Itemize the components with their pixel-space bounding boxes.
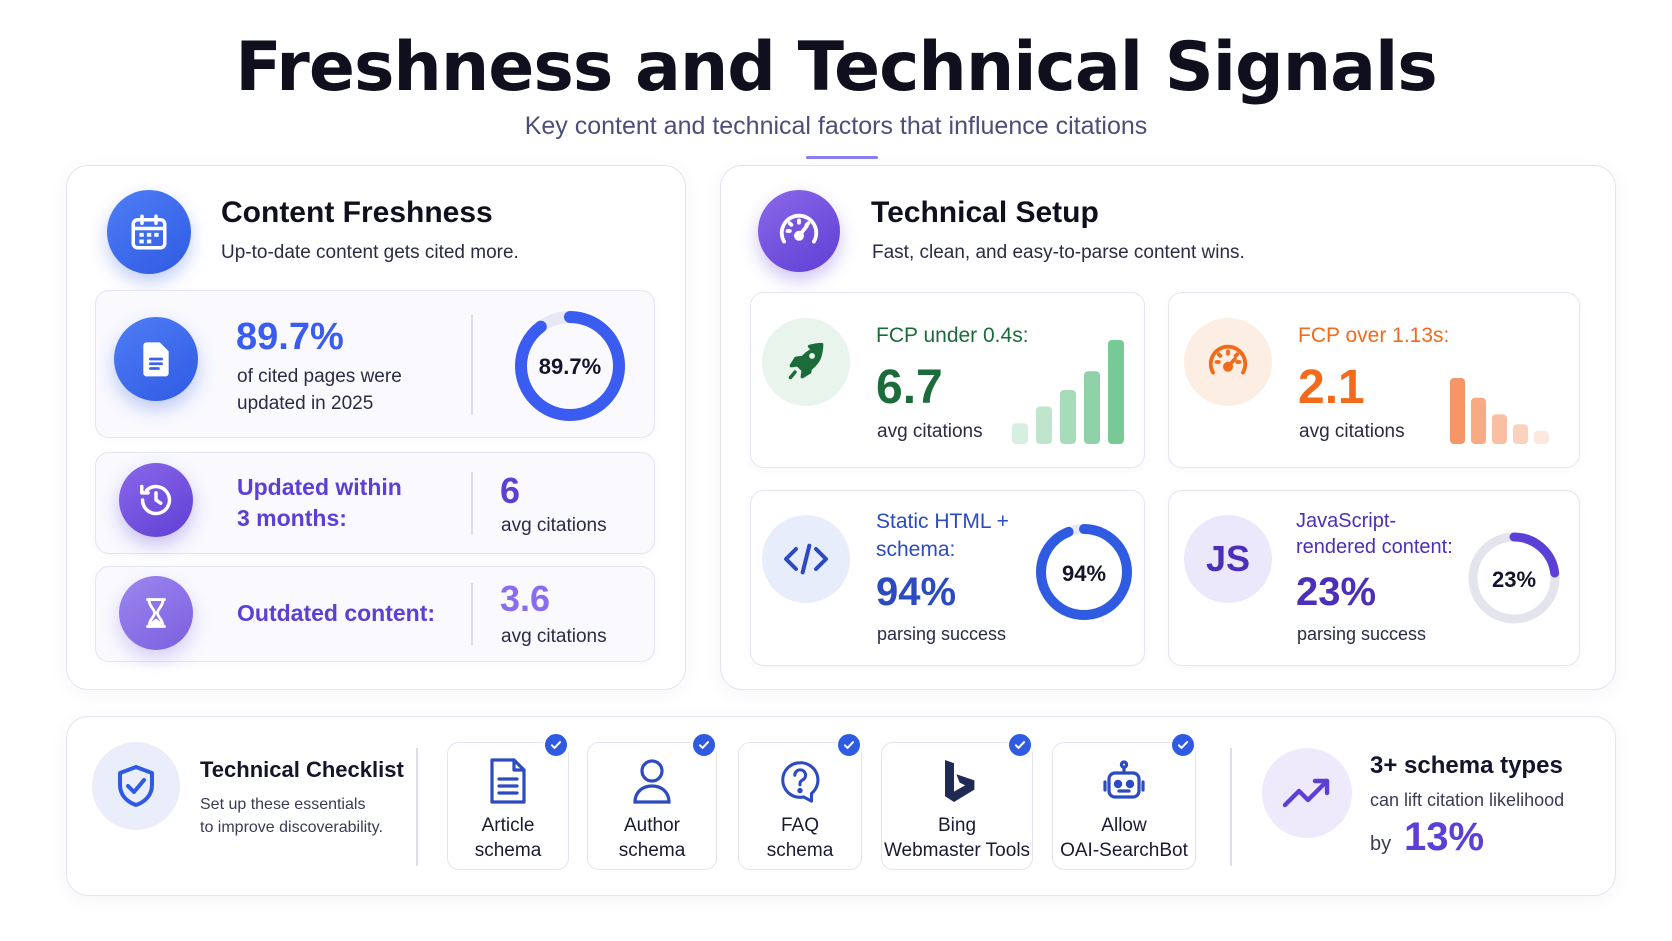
js-rendered-value: 23%: [1296, 570, 1377, 614]
history-icon: [119, 463, 193, 537]
checklist-item-faq-schema: FAQ schema: [738, 732, 862, 870]
checklist-item-bing-webmaster-tools: Bing Webmaster Tools: [881, 732, 1033, 870]
updated-3-months-unit: avg citations: [501, 515, 607, 536]
fcp-fast-bar-1: [1012, 423, 1028, 444]
author-icon: [633, 759, 671, 804]
checklist-item-allow-oai-searchbot: Allow OAI-SearchBot: [1052, 732, 1196, 870]
check-badge-icon: [836, 732, 862, 758]
outdated-content-value: 3.6: [500, 578, 551, 619]
fcp-slow-value: 2.1: [1298, 361, 1365, 414]
checklist-desc-line2: to improve discoverability.: [200, 819, 383, 836]
fcp-slow-bar-chart: [1450, 378, 1549, 444]
fcp-fast-bar-3: [1060, 389, 1076, 444]
schema-stat-value: 13%: [1404, 815, 1485, 859]
calendar-icon: [107, 190, 191, 274]
static-html-label-line2: schema:: [876, 538, 956, 561]
fcp-slow-label: FCP over 1.13s:: [1298, 324, 1450, 347]
static-html-value: 94%: [876, 570, 957, 614]
check-badge-icon: [1170, 732, 1196, 758]
card-divider: [471, 472, 473, 534]
faq-icon: [781, 761, 820, 803]
updated-3-months-value: 6: [500, 470, 521, 511]
schema-stat-title: 3+ schema types: [1370, 752, 1563, 779]
updated-3-months-label-line1: Updated within: [237, 474, 402, 500]
fcp-slow-bar-4: [1513, 424, 1528, 444]
checklist-item-line2: Webmaster Tools: [883, 840, 1031, 861]
static-html-ring-label: 94%: [1061, 561, 1107, 586]
fcp-slow-bar-1: [1450, 378, 1465, 444]
hourglass-icon: [119, 576, 193, 650]
page-title: Freshness and Technical Signals: [235, 28, 1438, 107]
checklist-item-article-schema: Article schema: [447, 732, 569, 870]
rocket-icon: [762, 318, 850, 406]
checklist-item-author-schema: Author schema: [587, 732, 717, 870]
content-freshness-title: Content Freshness: [221, 196, 493, 229]
content-freshness-subtitle: Up-to-date content gets cited more.: [221, 242, 519, 263]
fcp-fast-bar-2: [1036, 406, 1052, 444]
fcp-fast-unit: avg citations: [877, 421, 983, 442]
checklist-desc-line1: Set up these essentials: [200, 796, 366, 813]
checklist-item-line2: OAI-SearchBot: [1060, 840, 1188, 861]
technical-setup-subtitle: Fast, clean, and easy-to-parse content w…: [872, 242, 1245, 263]
fcp-slow-bar-3: [1492, 414, 1507, 444]
shield-check-icon: [92, 742, 180, 830]
js-icon: JS: [1184, 515, 1272, 603]
checklist-divider: [1230, 748, 1232, 866]
fcp-fast-bar-5: [1108, 340, 1124, 444]
js-rendered-label-line2: rendered content:: [1296, 536, 1453, 558]
schema-stat-prefix: by: [1370, 833, 1392, 855]
article-icon: [490, 758, 526, 804]
check-badge-icon: [691, 732, 717, 758]
fcp-fast-label: FCP under 0.4s:: [876, 324, 1029, 347]
js-rendered-ring-label: 23%: [1491, 567, 1537, 592]
updated-2025-ring-label: 89.7%: [538, 354, 602, 379]
js-rendered-unit: parsing success: [1297, 624, 1427, 644]
checklist-item-line2: schema: [766, 840, 834, 861]
fcp-slow-bar-5: [1534, 430, 1549, 444]
static-html-label-line1: Static HTML +: [876, 510, 1009, 533]
checklist-divider: [416, 748, 418, 866]
static-html-ring: [1036, 524, 1132, 620]
js-rendered-label-line1: JavaScript-: [1296, 510, 1397, 532]
updated-3-months-label-line2: 3 months:: [237, 505, 347, 531]
updated-2025-value: 89.7%: [236, 316, 344, 358]
outdated-content-unit: avg citations: [501, 626, 607, 647]
checklist-item-line1: Allow: [1101, 815, 1147, 836]
updated-2025-text-line2: updated in 2025: [237, 393, 374, 414]
trend-up-icon: [1262, 748, 1352, 838]
updated-2025-ring: [515, 311, 625, 421]
outdated-content-label: Outdated content:: [237, 600, 436, 626]
speedometer-icon: [758, 190, 840, 272]
schema-stat-line1: can lift citation likelihood: [1370, 790, 1565, 810]
check-badge-icon: [1007, 732, 1033, 758]
page-subtitle: Key content and technical factors that i…: [524, 112, 1148, 140]
js-rendered-ring: [1468, 532, 1560, 624]
gauge-icon: [1184, 318, 1272, 406]
title-divider: [806, 156, 878, 159]
js-icon-text: JS: [1205, 538, 1251, 579]
static-html-unit: parsing success: [877, 624, 1007, 644]
robot-icon: [1103, 760, 1145, 799]
technical-setup-title: Technical Setup: [871, 196, 1099, 229]
card-divider: [471, 583, 473, 645]
fcp-slow-bar-2: [1471, 397, 1486, 444]
fcp-fast-value: 6.7: [876, 361, 943, 414]
updated-2025-text-line1: of cited pages were: [237, 366, 402, 387]
fcp-slow-unit: avg citations: [1299, 421, 1405, 442]
card-divider: [471, 315, 473, 415]
checklist-item-line1: Article: [481, 815, 535, 836]
checklist-title: Technical Checklist: [200, 757, 404, 782]
checklist-item-line2: schema: [474, 840, 542, 861]
checklist-item-line1: Author: [624, 815, 680, 836]
fcp-fast-bar-chart: [1012, 340, 1124, 444]
checklist-item-line1: FAQ: [780, 815, 819, 836]
code-icon: [762, 515, 850, 603]
check-badge-icon: [543, 732, 569, 758]
fcp-fast-bar-4: [1084, 371, 1100, 444]
document-icon: [114, 317, 198, 401]
checklist-item-line2: schema: [618, 840, 686, 861]
checklist-item-line1: Bing: [937, 815, 977, 836]
bing-icon: [945, 760, 975, 802]
